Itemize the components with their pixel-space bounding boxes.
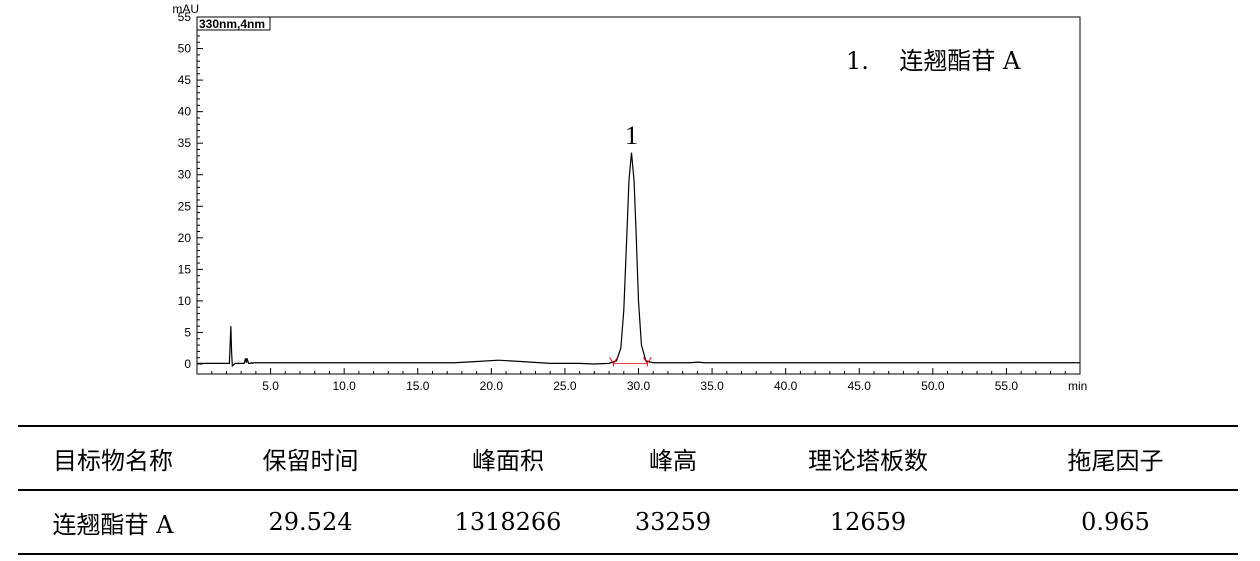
y-tick-label: 40 (178, 105, 192, 119)
y-tick-label: 20 (178, 231, 192, 245)
y-axis-unit-label: mAU (172, 2, 199, 16)
x-tick-label: 25.0 (553, 379, 577, 393)
x-tick-label: 20.0 (480, 379, 504, 393)
x-tick-label: 15.0 (406, 379, 430, 393)
x-tick-label: 10.0 (332, 379, 356, 393)
y-tick-label: 10 (178, 294, 192, 308)
cell-peak-height: 33259 (603, 490, 743, 555)
x-tick-label: 35.0 (700, 379, 724, 393)
cell-tailing-factor: 0.965 (993, 490, 1238, 555)
header-theoretical-plates: 理论塔板数 (743, 425, 993, 491)
y-tick-label: 45 (178, 73, 192, 87)
y-tick-label: 50 (178, 42, 192, 56)
x-axis-unit-label: min (1068, 379, 1087, 393)
x-axis-ticks: 5.0 10.0 15.0 20.0 25.0 30.0 35.0 40.0 45.0 50.0 5… (211, 368, 1066, 393)
x-tick-label: 5.0 (262, 379, 279, 393)
table-row: 连翘酯苷 A 29.524 1318266 33259 12659 0.965 (18, 490, 1238, 555)
y-tick-label: 30 (178, 168, 192, 182)
x-tick-label: 40.0 (774, 379, 798, 393)
y-tick-label: 15 (178, 262, 192, 276)
cell-retention-time: 29.524 (208, 490, 413, 555)
y-tick-label: 35 (178, 136, 192, 150)
chromatogram-trace (197, 152, 1080, 368)
x-tick-label: 30.0 (627, 379, 651, 393)
peak-integration-markers (609, 357, 652, 367)
compound-legend: 1. 连翘酯苷 A (846, 47, 1021, 75)
y-tick-label: 5 (184, 325, 191, 339)
y-tick-label: 25 (178, 199, 192, 213)
cell-compound-name: 连翘酯苷 A (18, 490, 208, 555)
x-tick-label: 45.0 (848, 379, 872, 393)
header-tailing-factor: 拖尾因子 (993, 425, 1238, 491)
channel-label-box: 330nm,4nm (196, 16, 271, 31)
cell-peak-area: 1318266 (413, 490, 603, 555)
header-compound-name: 目标物名称 (18, 425, 208, 491)
header-peak-height: 峰高 (603, 425, 743, 491)
cell-theoretical-plates: 12659 (743, 490, 993, 555)
header-retention-time: 保留时间 (208, 425, 413, 491)
results-table: 目标物名称 保留时间 峰面积 峰高 理论塔板数 拖尾因子 连翘酯苷 A 29.5… (18, 425, 1238, 555)
x-tick-label: 50.0 (921, 379, 945, 393)
x-tick-label: 55.0 (995, 379, 1019, 393)
y-tick-label: 55 (178, 10, 192, 24)
y-axis-ticks: 0 5 10 15 20 25 30 35 40 45 50 55 (178, 10, 203, 371)
svg-text:330nm,4nm: 330nm,4nm (199, 17, 265, 31)
table-header-row: 目标物名称 保留时间 峰面积 峰高 理论塔板数 拖尾因子 (18, 425, 1238, 491)
header-peak-area: 峰面积 (413, 425, 603, 491)
chromatogram-chart: mAU 0 5 10 15 20 25 30 35 40 45 50 55 5.0 10.0 15.0 20… (172, 2, 1087, 393)
peak-1-label: 1 (625, 121, 638, 150)
y-tick-label: 0 (184, 357, 191, 371)
